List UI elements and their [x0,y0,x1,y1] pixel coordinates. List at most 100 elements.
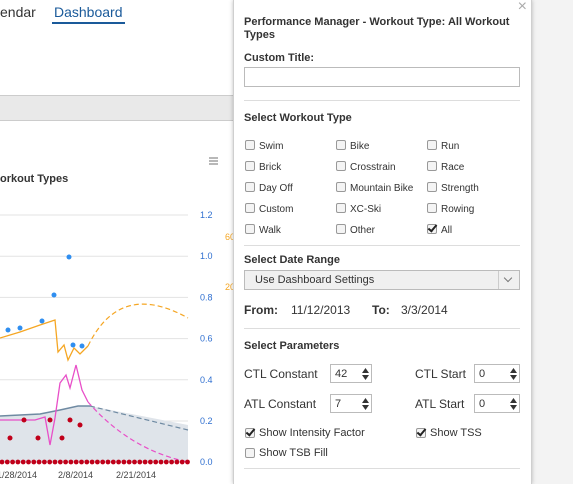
right-backdrop [530,0,573,484]
checkbox-label: Run [441,141,460,152]
checkbox[interactable] [336,182,346,192]
tss-zero-dot [126,459,132,465]
tss-zero-dot [153,459,159,465]
checkbox[interactable] [336,203,346,213]
tss-zero-dot [73,459,79,465]
checkbox[interactable] [336,140,346,150]
section-heading: Select Workout Type [244,112,352,124]
x-tick-label: 1/28/2014 [0,470,37,480]
y-tick-label: 0.0 [200,457,213,467]
checkbox-label: Brick [259,162,282,173]
checkbox[interactable] [245,182,255,192]
y-tick-label: 0.6 [200,334,213,344]
checkbox[interactable] [245,428,255,438]
tss-zero-dot [185,459,190,465]
checkbox[interactable] [416,428,426,438]
checkbox-label: Walk [259,225,281,236]
checkbox[interactable] [427,224,437,234]
input-value: 42 [335,368,348,380]
chart-menu-icon[interactable] [209,157,218,165]
date-range-select[interactable]: Use Dashboard Settings [244,270,520,290]
section-heading: Select Parameters [244,340,340,352]
tss-zero-dot [121,459,127,465]
tss-zero-dot [174,459,180,465]
checkbox[interactable] [245,161,255,171]
nav-item[interactable]: endar [0,4,36,20]
divider [244,100,520,101]
checkbox-label: Mountain Bike [350,183,414,194]
divider [244,328,520,329]
checkbox[interactable] [427,140,437,150]
label: From: [244,303,278,317]
tss-zero-dot [116,459,121,465]
checkbox[interactable] [427,161,437,171]
select-arrow [498,271,519,289]
tss-zero-dot [36,459,42,465]
select-value: Use Dashboard Settings [255,274,375,286]
checkbox-label: Show Intensity Factor [259,427,365,439]
checkbox[interactable] [336,224,346,234]
tss-zero-dot [142,459,148,465]
ctl-start-input[interactable]: 0 [474,364,520,383]
checkbox[interactable] [245,140,255,150]
tss-zero-dot [179,459,185,465]
checkbox-label: Race [441,162,465,173]
tss-zero-dot [10,459,16,465]
checkbox[interactable] [336,161,346,171]
y-tick-label: 1.0 [200,251,213,261]
checkbox-label: All [441,225,453,236]
close-button[interactable]: × [517,0,527,15]
checkbox-label: Day Off [259,183,293,194]
atl-line [0,319,89,362]
tss-zero-dot [84,459,90,465]
checkbox-label: Other [350,225,376,236]
y2-tick-label: 20 [225,282,233,292]
tss-zero-dot [132,459,137,465]
tss-zero-dot [20,459,26,465]
tss-zero-dot [169,459,175,465]
checkbox-label: Strength [441,183,479,194]
ctl-constant-input[interactable]: 42 [330,364,372,383]
settings-panel: × Performance Manager - Workout Type: Al… [233,0,532,484]
tss-zero-dot [148,459,153,465]
checkbox[interactable] [245,203,255,213]
tss-dots [7,417,83,441]
divider [244,468,520,469]
nav-item-active[interactable]: Dashboard [52,4,125,24]
tss-zero-dot [105,459,111,465]
x-tick-label: 2/8/2014 [58,470,93,480]
checkbox-label: Custom [259,204,294,215]
chart: orkout Types 1.2 1.0 0.8 0.6 0.4 0.2 0.0 60 20 1/… [0,157,233,480]
y2-tick-label: 60 [225,232,233,242]
tss-zero-dot [158,459,164,465]
tsb-line [0,364,89,446]
input-value: 7 [335,398,342,410]
to-date: 3/3/2014 [401,303,448,317]
atl-start-input[interactable]: 0 [474,394,520,413]
atl-constant-input[interactable]: 7 [330,394,372,413]
divider [244,245,520,246]
tss-zero-dot [52,459,58,465]
tss-zero-dot [31,459,37,465]
tss-zero-dot [57,459,63,465]
tss-zero-dot [47,459,53,465]
checkbox[interactable] [427,182,437,192]
input-value: 0 [479,398,486,410]
tss-zero-dot [42,459,47,465]
tss-zero-dot [15,459,21,465]
checkbox[interactable] [427,203,437,213]
tsb-fill [0,406,188,462]
ctl-line [0,405,90,417]
checkbox[interactable] [245,448,255,458]
checkbox-label: XC-Ski [350,204,382,215]
section-heading: Select Date Range [244,254,340,266]
tss-zero-dot [137,459,143,465]
checkbox[interactable] [245,224,255,234]
y-tick-label: 0.8 [200,292,213,302]
ctl-projection [89,405,189,431]
tss-zero-dot [100,459,106,465]
checkbox-label: Show TSB Fill [259,447,328,459]
custom-title-input[interactable] [244,67,520,87]
label: To: [372,303,390,317]
